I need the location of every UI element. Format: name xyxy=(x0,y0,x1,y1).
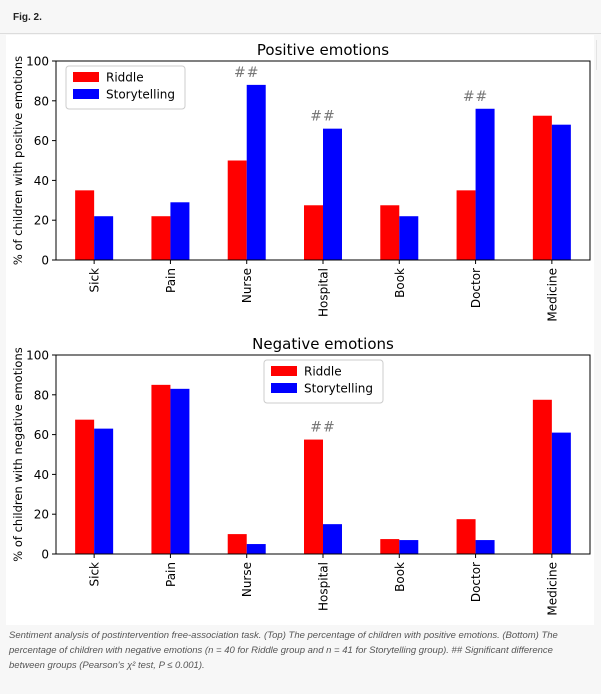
negative-y-tick-label: 40 xyxy=(34,468,49,482)
header-divider xyxy=(0,33,601,34)
positive-bar-storytelling-hospital xyxy=(323,128,342,260)
negative-bar-riddle-hospital xyxy=(304,439,323,554)
positive-x-tick-label: Nurse xyxy=(240,268,254,303)
figure-charts: Positive emotions % of children with posi… xyxy=(11,41,591,616)
negative-x-tick-label: Hospital xyxy=(317,562,331,611)
positive-x-tick-label: Hospital xyxy=(317,268,331,317)
positive-x-tick-label: Doctor xyxy=(469,268,483,308)
positive-x-tick-label: Sick xyxy=(88,268,102,293)
negative-bar-storytelling-nurse xyxy=(246,544,266,554)
negative-legend: Riddle Storytelling xyxy=(263,359,384,404)
positive-bar-riddle-pain xyxy=(151,216,171,260)
positive-significance-annotation: ## xyxy=(463,89,488,105)
negative-bar-storytelling-hospital xyxy=(323,524,342,554)
negative-y-tick-label: 0 xyxy=(41,548,49,562)
negative-bar-storytelling-doctor xyxy=(475,540,495,554)
figure-label: Fig. 2. xyxy=(13,12,42,23)
figure-panel: Positive emotions % of children with posi… xyxy=(6,35,594,625)
negative-x-tick-label: Book xyxy=(393,562,407,592)
negative-significance-annotation: ## xyxy=(310,420,335,436)
positive-y-tick-label: 60 xyxy=(34,134,49,148)
negative-x-tick-label: Pain xyxy=(164,562,178,587)
negative-y-tick-label: 100 xyxy=(26,349,49,363)
negative-bar-riddle-book xyxy=(380,539,400,554)
negative-y-tick-label: 20 xyxy=(34,508,49,522)
positive-legend-label-storytelling: Storytelling xyxy=(106,88,175,102)
positive-y-tick-label: 80 xyxy=(34,94,49,108)
negative-x-tick-label: Nurse xyxy=(240,562,254,597)
negative-y-tick-label: 80 xyxy=(34,388,49,402)
negative-legend-swatch-storytelling xyxy=(271,383,297,393)
negative-chart-title: Negative emotions xyxy=(252,335,394,353)
positive-bar-storytelling-book xyxy=(399,216,419,260)
positive-significance-annotation: ## xyxy=(310,109,335,125)
negative-bar-riddle-sick xyxy=(75,419,95,554)
positive-bar-storytelling-sick xyxy=(94,216,114,260)
positive-plot-frame xyxy=(55,60,591,261)
negative-bar-riddle-doctor xyxy=(456,519,476,554)
positive-bar-storytelling-pain xyxy=(170,202,190,260)
positive-x-tick-label: Pain xyxy=(164,268,178,293)
positive-bar-storytelling-doctor xyxy=(475,108,495,260)
negative-bar-storytelling-sick xyxy=(94,428,114,554)
negative-bar-storytelling-pain xyxy=(170,388,190,554)
negative-legend-swatch-riddle xyxy=(271,366,297,376)
positive-y-tick-label: 20 xyxy=(34,214,49,228)
positive-significance-annotation: ## xyxy=(234,65,259,81)
negative-x-tick-label: Medicine xyxy=(545,562,559,616)
negative-y-axis-label: % of children with negative emotions xyxy=(11,347,25,561)
positive-legend-swatch-riddle xyxy=(73,72,99,82)
positive-y-tick-label: 100 xyxy=(26,55,49,69)
positive-legend-label-riddle: Riddle xyxy=(106,71,144,85)
negative-x-tick-label: Sick xyxy=(88,562,102,587)
negative-bar-storytelling-medicine xyxy=(551,432,571,554)
positive-y-axis-label: % of children with positive emotions xyxy=(11,56,25,265)
positive-x-tick-label: Book xyxy=(393,268,407,298)
positive-bar-storytelling-medicine xyxy=(551,124,571,261)
panel-edge xyxy=(596,40,597,70)
negative-y-tick-label: 60 xyxy=(34,428,49,442)
negative-bar-riddle-pain xyxy=(151,384,171,554)
negative-legend-label-storytelling: Storytelling xyxy=(304,382,373,396)
negative-x-tick-label: Doctor xyxy=(469,562,483,602)
positive-bar-riddle-nurse xyxy=(227,160,247,260)
negative-bar-riddle-medicine xyxy=(532,399,552,554)
positive-y-tick-label: 40 xyxy=(34,174,49,188)
positive-bar-riddle-medicine xyxy=(532,115,552,260)
figure-caption: Sentiment analysis of postintervention f… xyxy=(9,630,558,671)
negative-plot-frame xyxy=(55,354,591,555)
positive-legend-swatch-storytelling xyxy=(73,89,99,99)
negative-bar-riddle-nurse xyxy=(227,534,247,554)
positive-x-tick-label: Medicine xyxy=(545,268,559,322)
positive-bar-riddle-hospital xyxy=(304,205,323,260)
positive-bar-storytelling-nurse xyxy=(246,84,266,260)
negative-legend-label-riddle: Riddle xyxy=(304,365,342,379)
positive-y-tick-label: 0 xyxy=(41,254,49,268)
negative-bar-storytelling-book xyxy=(399,540,419,554)
positive-bar-riddle-book xyxy=(380,205,400,260)
positive-legend: Riddle Storytelling xyxy=(65,65,186,110)
positive-bar-riddle-sick xyxy=(75,190,95,260)
positive-chart-title: Positive emotions xyxy=(257,41,389,59)
positive-bar-riddle-doctor xyxy=(456,190,476,260)
